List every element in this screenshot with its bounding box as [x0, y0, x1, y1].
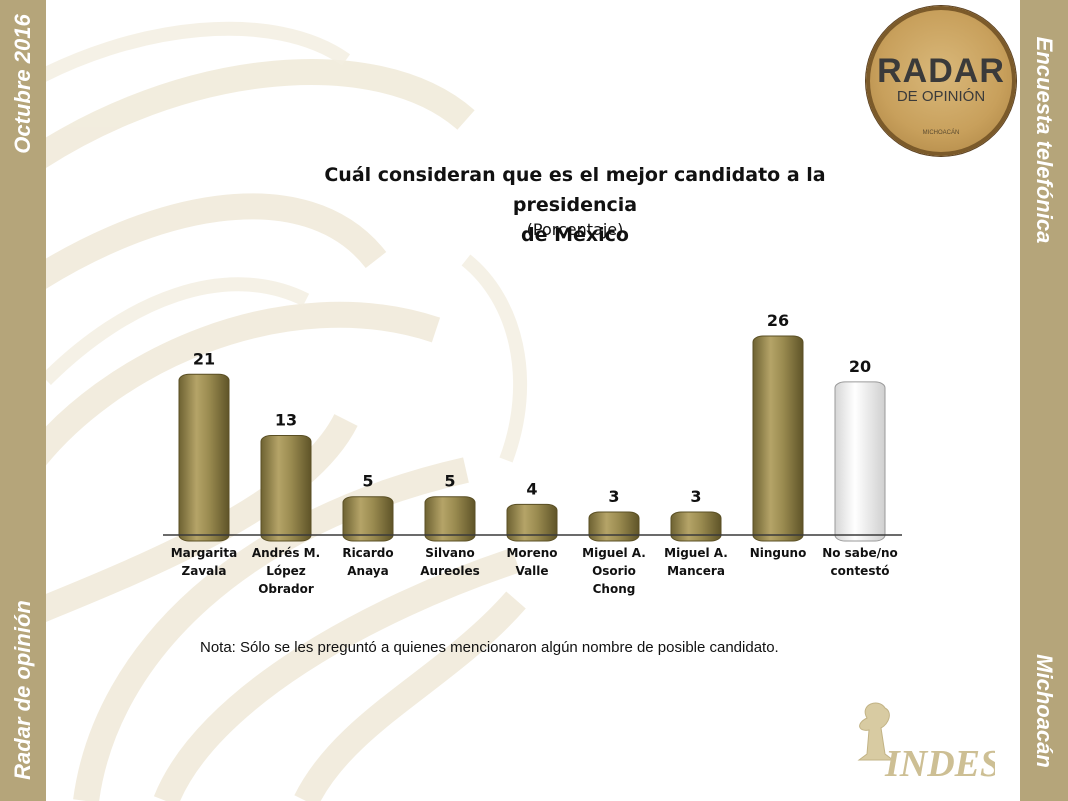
category-label: Silvano Aureoles	[420, 546, 480, 578]
bar	[588, 511, 640, 542]
category-label: Miguel A. Mancera	[664, 546, 728, 578]
bar	[670, 511, 722, 542]
data-label: 5	[444, 472, 455, 491]
indes-logo: INDES	[857, 702, 995, 783]
data-label: 3	[690, 487, 701, 506]
radar-de-opinion-logo: RADAR DE OPINIÓN MICHOACÁN	[866, 6, 1016, 156]
category-label: Andrés M. López Obrador	[252, 546, 320, 596]
category-label: Ricardo Anaya	[342, 546, 393, 578]
bar	[342, 496, 394, 542]
indes-wordmark: INDES	[884, 743, 995, 783]
chart-title-line: de México	[521, 224, 629, 246]
data-label: 4	[526, 479, 537, 498]
bar	[752, 335, 804, 542]
category-label: No sabe/no contestó	[822, 546, 898, 578]
right-frame-bar	[1020, 0, 1068, 801]
bar	[178, 373, 230, 542]
data-label: 3	[608, 487, 619, 506]
background-swirl-decoration	[46, 21, 528, 801]
bar	[424, 496, 476, 542]
category-label: Moreno Valle	[506, 546, 557, 578]
bar	[260, 435, 312, 542]
footnote: Nota: Sólo se les preguntó a quienes men…	[200, 639, 779, 656]
data-label: 26	[767, 311, 789, 330]
category-label: Margarita Zavala	[171, 546, 238, 578]
bar	[834, 381, 886, 542]
data-label: 5	[362, 472, 373, 491]
left-frame-bar	[0, 0, 46, 801]
chart-title: Cuál consideran que es el mejor candidat…	[270, 160, 880, 250]
category-label: Miguel A. Osorio Chong	[582, 546, 646, 596]
chart-title-line: Cuál consideran que es el mejor candidat…	[324, 164, 826, 216]
chart-subtitle: (Porcentaje)	[526, 220, 624, 239]
data-label: 21	[193, 349, 215, 368]
data-label: 13	[275, 411, 297, 430]
data-label: 20	[849, 357, 871, 376]
bar	[506, 503, 558, 542]
category-label: Ninguno	[750, 546, 807, 560]
